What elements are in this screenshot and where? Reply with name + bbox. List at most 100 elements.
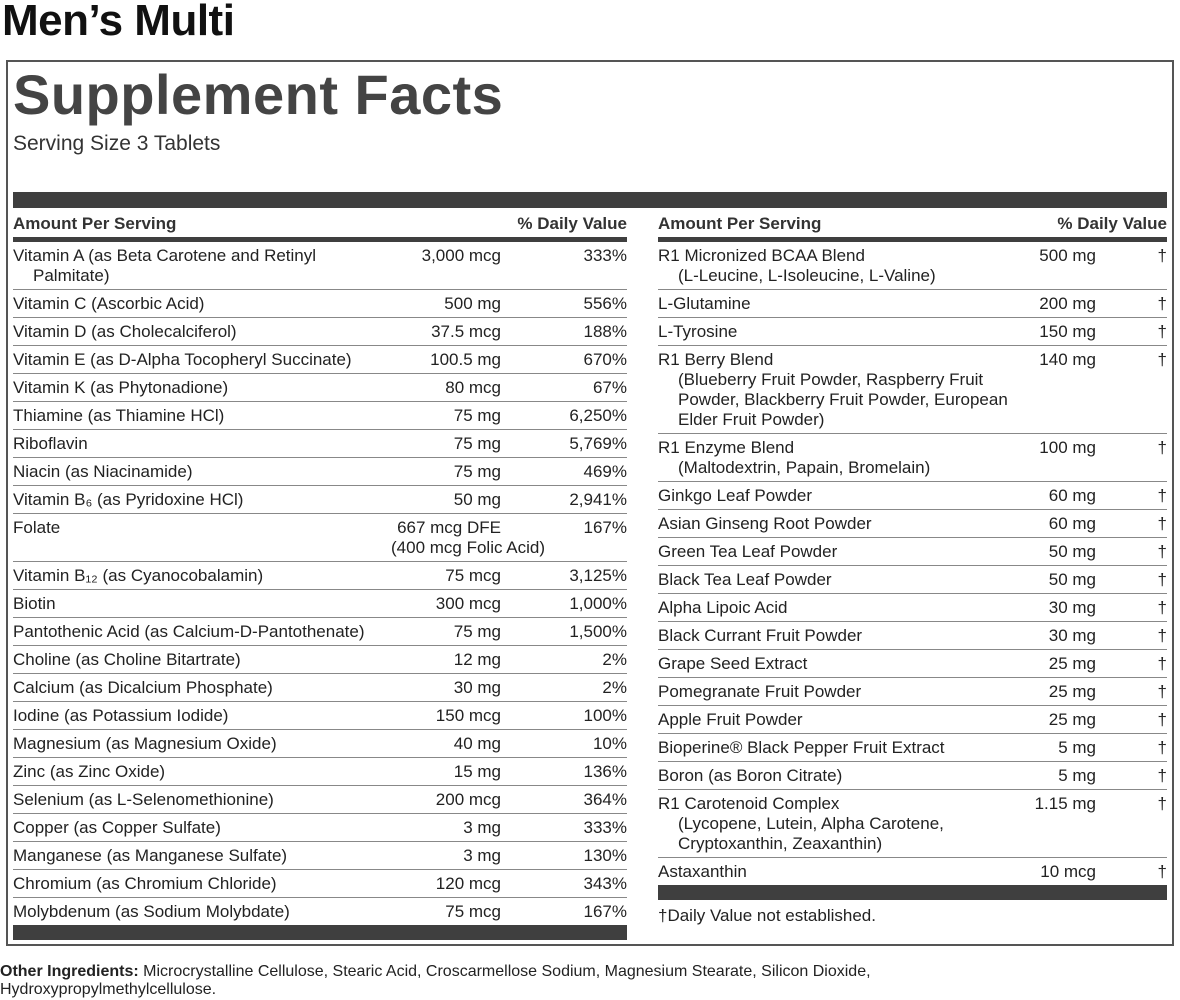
nutrient-amount: 3,000 mcg: [421, 246, 501, 265]
nutrient-amount: 75 mg: [453, 434, 501, 453]
nutrient-row: L-Tyrosine 150 mg †: [658, 318, 1167, 346]
nutrient-subtext: (Maltodextrin, Papain, Bromelain): [678, 458, 931, 477]
nutrient-name: Molybdenum (as Sodium Molybdate): [13, 902, 290, 921]
nutrient-amount: 5 mg: [1058, 738, 1096, 757]
divider-bar: [658, 885, 1167, 900]
product-name: Men’s Multi: [2, 0, 235, 45]
nutrient-daily-value: 2%: [602, 678, 627, 697]
nutrient-daily-value: 10%: [592, 734, 627, 753]
nutrient-row: Selenium (as L-Selenomethionine) 200 mcg 3…: [13, 786, 627, 814]
other-ingredients-text: Microcrystalline Cellulose, Stearic Acid…: [0, 963, 871, 998]
nutrient-name: Ginkgo Leaf Powder: [658, 486, 813, 505]
nutrient-row: Molybdenum (as Sodium Molybdate) 75 mcg 16…: [13, 898, 627, 925]
nutrient-name: R1 Enzyme Blend: [658, 438, 795, 457]
nutrient-row: Choline (as Choline Bitartrate) 12 mg 2%: [13, 646, 627, 674]
nutrient-amount: 120 mcg: [435, 874, 501, 893]
nutrient-daily-value: †: [1157, 570, 1167, 589]
nutrient-daily-value: 469%: [583, 462, 627, 481]
nutrient-amount: 40 mg: [453, 734, 501, 753]
column-header: Amount Per Serving % Daily Value: [658, 208, 1167, 242]
nutrient-daily-value: 167%: [583, 518, 627, 537]
nutrient-name: Vitamin A (as Beta Carotene and Retinyl …: [13, 246, 317, 285]
nutrient-name: Niacin (as Niacinamide): [13, 462, 193, 481]
nutrient-amount: 100.5 mg: [430, 350, 501, 369]
other-ingredients: Other Ingredients: Microcrystalline Cell…: [0, 963, 1060, 999]
nutrient-daily-value: †: [1157, 246, 1167, 265]
nutrient-row: Chromium (as Chromium Chloride) 120 mcg 34…: [13, 870, 627, 898]
nutrient-amount: 150 mcg: [435, 706, 501, 725]
other-ingredients-label: Other Ingredients:: [0, 963, 139, 980]
nutrient-name: Biotin: [13, 594, 56, 613]
nutrient-name: Magnesium (as Magnesium Oxide): [13, 734, 277, 753]
panel-title: Supplement Facts: [13, 63, 504, 126]
nutrient-name: Zinc (as Zinc Oxide): [13, 762, 166, 781]
nutrient-amount: 10 mcg: [1040, 862, 1096, 881]
nutrient-row: R1 Enzyme Blend 100 mg † (Maltodextrin, Pap…: [658, 434, 1167, 482]
nutrient-daily-value: 2%: [602, 650, 627, 669]
nutrient-daily-value: 167%: [583, 902, 627, 921]
nutrient-amount: 25 mg: [1048, 682, 1096, 701]
nutrient-name: Black Tea Leaf Powder: [658, 570, 832, 589]
nutrient-daily-value: 333%: [583, 246, 627, 265]
nutrient-subtext: (Blueberry Fruit Powder, Raspberry Fruit…: [678, 370, 1008, 429]
nutrient-name: Bioperine® Black Pepper Fruit Extract: [658, 738, 945, 757]
nutrient-daily-value: 67%: [592, 378, 627, 397]
nutrient-amount: 12 mg: [453, 650, 501, 669]
nutrient-daily-value: †: [1157, 682, 1167, 701]
nutrient-row: R1 Micronized BCAA Blend 500 mg † (L-Leucin…: [658, 242, 1167, 290]
nutrient-name: Vitamin C (Ascorbic Acid): [13, 294, 205, 313]
nutrient-amount: 30 mg: [1048, 626, 1096, 645]
nutrient-row: Grape Seed Extract 25 mg †: [658, 650, 1167, 678]
nutrient-daily-value: †: [1157, 794, 1167, 813]
nutrient-amount: 25 mg: [1048, 710, 1096, 729]
nutrient-row: Magnesium (as Magnesium Oxide) 40 mg 10%: [13, 730, 627, 758]
nutrient-daily-value: †: [1157, 598, 1167, 617]
nutrient-row: Vitamin K (as Phytonadione) 80 mcg 67%: [13, 374, 627, 402]
nutrient-amount: 75 mcg: [445, 566, 501, 585]
nutrient-name: Folate: [13, 518, 61, 537]
nutrient-amount: 200 mcg: [435, 790, 501, 809]
nutrient-amount: 500 mg: [1039, 246, 1096, 265]
nutrient-amount: 300 mcg: [435, 594, 501, 613]
nutrient-daily-value: †: [1157, 738, 1167, 757]
nutrient-row: Green Tea Leaf Powder 50 mg †: [658, 538, 1167, 566]
nutrient-name: Iodine (as Potassium Iodide): [13, 706, 229, 725]
nutrient-daily-value: 333%: [583, 818, 627, 837]
nutrient-name: Vitamin B₁₂ (as Cyanocobalamin): [13, 566, 264, 585]
nutrient-amount: 150 mg: [1039, 322, 1096, 341]
nutrient-row: Manganese (as Manganese Sulfate) 3 mg 130%: [13, 842, 627, 870]
nutrient-row: Iodine (as Potassium Iodide) 150 mcg 100%: [13, 702, 627, 730]
nutrient-amount: 140 mg: [1039, 350, 1096, 369]
nutrient-name: Riboflavin: [13, 434, 88, 453]
nutrient-subtext: (Lycopene, Lutein, Alpha Carotene, Crypt…: [678, 814, 944, 853]
nutrient-daily-value: 364%: [583, 790, 627, 809]
nutrient-name: Vitamin B₆ (as Pyridoxine HCl): [13, 490, 244, 509]
nutrient-daily-value: 1,500%: [569, 622, 627, 641]
nutrient-amount: 200 mg: [1039, 294, 1096, 313]
right-column: Amount Per Serving % Daily Value R1 Micron…: [658, 208, 1167, 926]
nutrient-daily-value: †: [1157, 626, 1167, 645]
nutrient-name: Chromium (as Chromium Chloride): [13, 874, 277, 893]
nutrient-daily-value: †: [1157, 350, 1167, 369]
nutrient-amount: 100 mg: [1039, 438, 1096, 457]
nutrient-row: Alpha Lipoic Acid 30 mg †: [658, 594, 1167, 622]
nutrient-name: Manganese (as Manganese Sulfate): [13, 846, 288, 865]
nutrient-name: Vitamin K (as Phytonadione): [13, 378, 229, 397]
header-daily-value: % Daily Value: [1057, 214, 1167, 233]
nutrient-name: Vitamin E (as D-Alpha Tocopheryl Succina…: [13, 350, 352, 369]
nutrient-amount: 30 mg: [1048, 598, 1096, 617]
nutrient-row: Pantothenic Acid (as Calcium-D-Pantothen…: [13, 618, 627, 646]
nutrient-daily-value: 5,769%: [569, 434, 627, 453]
nutrient-amount: 75 mg: [453, 406, 501, 425]
nutrient-name: Selenium (as L-Selenomethionine): [13, 790, 274, 809]
nutrient-daily-value: 343%: [583, 874, 627, 893]
nutrient-daily-value: 100%: [583, 706, 627, 725]
nutrient-row: Niacin (as Niacinamide) 75 mg 469%: [13, 458, 627, 486]
nutrient-amount: 50 mg: [1048, 542, 1096, 561]
nutrient-amount: 80 mcg: [445, 378, 501, 397]
nutrient-row: Ginkgo Leaf Powder 60 mg †: [658, 482, 1167, 510]
nutrient-name: Grape Seed Extract: [658, 654, 808, 673]
nutrient-amount: 75 mcg: [445, 902, 501, 921]
header-amount: Amount Per Serving: [13, 214, 177, 233]
